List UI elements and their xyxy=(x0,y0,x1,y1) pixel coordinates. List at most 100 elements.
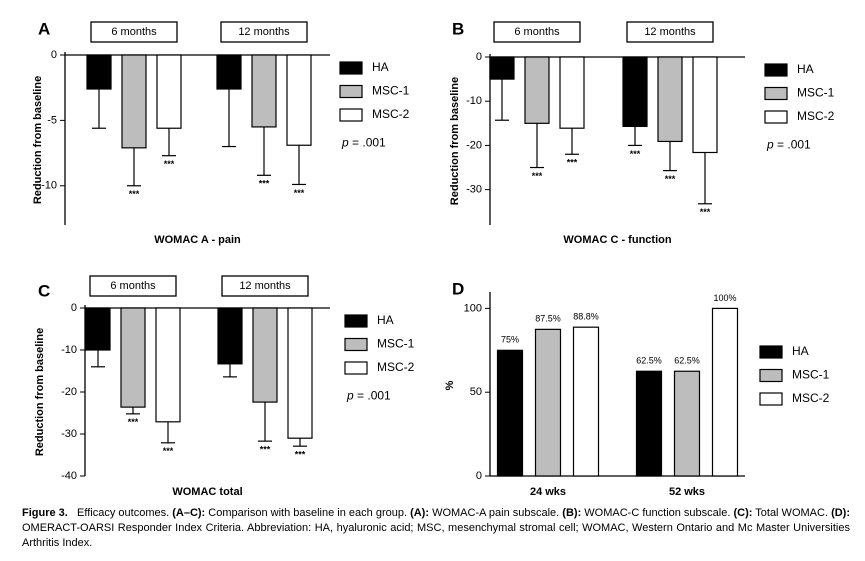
x-tick-label: 52 wks xyxy=(669,486,705,498)
y-axis-label: Reduction from baseline xyxy=(449,77,461,205)
bar xyxy=(155,307,181,423)
legend-swatch xyxy=(344,361,368,375)
bar xyxy=(216,54,242,90)
value-label: 100% xyxy=(713,293,736,303)
legend-swatch xyxy=(759,368,783,383)
bar xyxy=(524,56,550,124)
caption-segment: (C): xyxy=(733,507,753,519)
y-tick-label: 100 xyxy=(464,302,482,314)
legend-swatch xyxy=(339,61,363,75)
legend-label: HA xyxy=(792,344,809,358)
panel-letter: C xyxy=(38,281,50,300)
category-box xyxy=(220,21,308,43)
legend-swatch xyxy=(344,314,368,328)
p-annotation: p = .001 xyxy=(346,389,391,403)
significance-label: *** xyxy=(163,446,174,456)
legend-label: MSC-2 xyxy=(372,107,410,121)
category-label: 6 months xyxy=(110,280,156,292)
legend-swatch xyxy=(764,110,788,124)
significance-label: *** xyxy=(532,171,543,181)
caption-segment: Total WOMAC. xyxy=(752,507,832,519)
p-value: = .001 xyxy=(357,389,391,403)
legend-swatch xyxy=(344,337,368,352)
y-tick-label: -30 xyxy=(61,428,77,440)
y-tick-label: -10 xyxy=(466,95,482,107)
significance-label: *** xyxy=(260,445,271,455)
caption-segment: (A–C): xyxy=(172,507,206,519)
y-tick-label: 0 xyxy=(71,302,77,314)
significance-label: *** xyxy=(295,450,306,460)
category-label: 6 months xyxy=(514,26,560,38)
bar xyxy=(534,328,562,477)
legend-swatch xyxy=(759,345,783,359)
legend-swatch xyxy=(339,84,363,99)
p-symbol: p xyxy=(341,136,349,150)
significance-label: *** xyxy=(164,159,175,169)
legend-label: HA xyxy=(372,60,389,74)
bar xyxy=(121,54,147,149)
bar xyxy=(496,349,524,477)
y-tick-label: -10 xyxy=(41,180,57,192)
y-axis-label: % xyxy=(444,380,456,390)
y-tick-label: 0 xyxy=(51,49,57,61)
bar xyxy=(156,54,182,129)
bar xyxy=(120,307,146,408)
bar xyxy=(635,370,663,477)
bar xyxy=(657,56,683,143)
significance-label: *** xyxy=(128,417,139,427)
category-box xyxy=(493,21,581,43)
category-box xyxy=(626,21,714,43)
bar xyxy=(86,54,112,90)
significance-label: *** xyxy=(259,179,270,189)
bar xyxy=(252,307,278,403)
bar xyxy=(489,56,515,80)
category-box xyxy=(89,275,177,297)
legend-swatch xyxy=(764,86,788,101)
legend-label: MSC-1 xyxy=(372,84,410,98)
bar xyxy=(559,56,585,129)
caption-segment: WOMAC-A pain subscale. xyxy=(429,507,563,519)
p-value: = .001 xyxy=(777,138,811,152)
significance-label: *** xyxy=(567,158,578,168)
caption-segment: (A): xyxy=(410,507,430,519)
bar xyxy=(572,326,600,477)
legend-swatch xyxy=(764,63,788,77)
significance-label: *** xyxy=(294,188,305,198)
legend-swatch xyxy=(759,392,783,406)
y-axis-label: Reduction from baseline xyxy=(32,76,44,204)
legend-label: MSC-2 xyxy=(792,391,830,405)
category-label: 12 months xyxy=(239,280,291,292)
caption-segment: Comparison with baseline in each group. xyxy=(205,507,411,519)
p-symbol: p xyxy=(346,389,354,403)
caption-segment: WOMAC-C function subscale. xyxy=(581,507,734,519)
value-label: 88.8% xyxy=(573,312,599,322)
caption-segment: Efficacy outcomes. xyxy=(67,507,173,519)
p-symbol: p xyxy=(766,138,774,152)
y-tick-label: -20 xyxy=(61,386,77,398)
legend-label: MSC-1 xyxy=(377,337,415,351)
bar xyxy=(287,307,313,439)
caption-segment: Figure 3. xyxy=(22,507,68,519)
significance-label: *** xyxy=(630,149,641,159)
category-label: 12 months xyxy=(644,26,696,38)
significance-label: *** xyxy=(665,174,676,184)
category-box xyxy=(221,275,309,297)
significance-label: *** xyxy=(700,207,711,217)
legend-swatch xyxy=(339,108,363,122)
bar xyxy=(692,56,718,154)
legend-label: HA xyxy=(377,313,394,327)
significance-label: *** xyxy=(129,189,140,199)
bar xyxy=(711,307,739,477)
panel-letter: D xyxy=(452,279,464,298)
bar xyxy=(673,370,701,477)
legend-label: HA xyxy=(797,62,814,76)
category-box xyxy=(90,21,178,43)
legend-label: MSC-1 xyxy=(797,86,835,100)
legend-label: MSC-2 xyxy=(797,109,835,123)
bar xyxy=(622,56,648,128)
x-axis-label: WOMAC C - function xyxy=(563,234,671,246)
y-tick-label: -5 xyxy=(47,114,57,126)
panel-letter: A xyxy=(38,19,50,38)
p-annotation: p = .001 xyxy=(766,138,811,152)
